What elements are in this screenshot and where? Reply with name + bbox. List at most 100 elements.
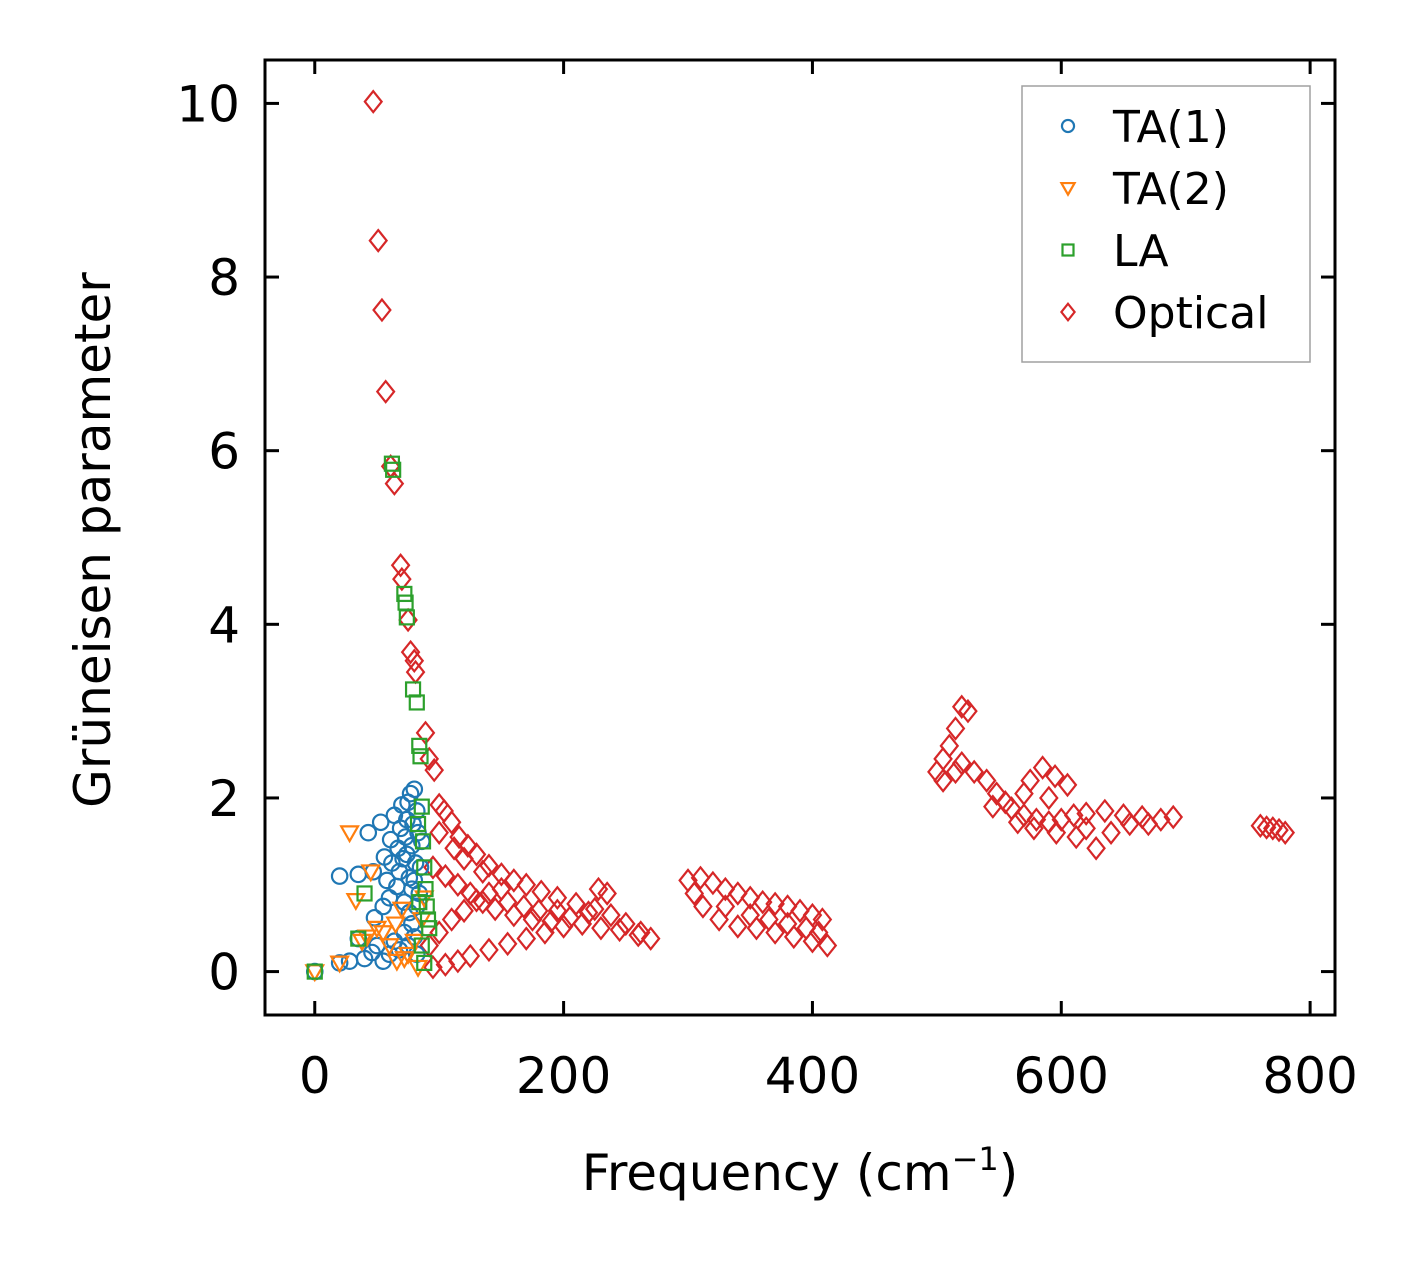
data-point (727, 881, 748, 906)
data-point (329, 955, 350, 974)
data-point (391, 819, 410, 838)
data-point (409, 815, 427, 833)
series-ta-2 (304, 825, 435, 983)
data-point (396, 585, 413, 603)
data-point (360, 864, 382, 883)
data-point (405, 871, 424, 890)
data-point (715, 876, 736, 902)
data-point (411, 894, 428, 911)
y-tick-label: 0 (208, 944, 240, 1002)
legend-label: LA (1113, 226, 1169, 277)
data-point (1250, 813, 1271, 838)
data-point (504, 902, 524, 928)
data-point (640, 926, 661, 951)
data-point (454, 898, 474, 924)
data-point (479, 937, 499, 963)
data-point (497, 931, 518, 957)
legend-marker (1060, 118, 1076, 134)
data-point (371, 813, 390, 832)
data-point (412, 748, 429, 765)
x-axis-label: Frequency (cm−1) (582, 1140, 1019, 1202)
data-point (414, 833, 432, 850)
data-point (398, 845, 416, 864)
series-la (306, 455, 438, 980)
data-point (379, 938, 400, 957)
data-point (444, 836, 464, 861)
data-point (547, 885, 568, 911)
data-point (584, 896, 605, 922)
data-point (419, 911, 437, 928)
data-point (405, 780, 424, 799)
data-point (384, 471, 405, 496)
y-tick-label: 10 (176, 75, 240, 133)
legend-label: TA(2) (1112, 164, 1229, 215)
data-point (790, 898, 810, 924)
data-point (1256, 815, 1277, 840)
data-point (390, 862, 409, 881)
y-tick-label: 6 (208, 423, 240, 481)
data-point (709, 907, 729, 932)
data-point (330, 867, 349, 885)
legend-item: LA (1061, 226, 1169, 277)
data-point (1076, 816, 1096, 841)
data-point (528, 898, 549, 924)
data-point (1262, 816, 1283, 841)
data-point (457, 833, 478, 858)
legend-label: TA(1) (1112, 102, 1229, 153)
data-point (429, 792, 449, 818)
legend-item: TA(1) (1060, 102, 1229, 153)
data-point (1269, 817, 1289, 843)
data-point (777, 911, 798, 937)
y-tick-label: 2 (208, 770, 240, 828)
data-point (460, 943, 481, 969)
data-point (541, 908, 561, 934)
data-point (976, 768, 997, 793)
x-tick-label: 800 (1262, 1047, 1357, 1105)
data-point (385, 916, 406, 935)
data-point (429, 820, 449, 845)
data-point (1024, 816, 1044, 841)
data-point (411, 737, 428, 754)
x-tick-label: 0 (299, 1047, 331, 1105)
data-point (472, 889, 493, 915)
data-point (306, 963, 323, 980)
data-point (703, 870, 723, 896)
data-point (454, 846, 474, 871)
data-point (435, 952, 456, 977)
data-point (396, 828, 415, 846)
data-point (400, 639, 421, 665)
data-point (449, 824, 469, 850)
data-point (690, 865, 711, 891)
data-point (401, 784, 420, 803)
data-point (765, 891, 785, 917)
data-point (983, 794, 1003, 819)
data-point (350, 930, 367, 947)
legend-marker (1061, 243, 1075, 257)
data-point (416, 859, 433, 876)
data-point (1045, 763, 1065, 789)
data-point (1132, 804, 1152, 830)
data-point (1007, 810, 1028, 835)
data-point (516, 926, 537, 951)
data-point (1020, 768, 1040, 793)
data-point (372, 925, 394, 944)
data-point (413, 937, 430, 954)
data-point (372, 297, 392, 323)
data-point (390, 553, 411, 578)
data-point (1032, 755, 1053, 780)
data-point (485, 896, 505, 922)
data-point (578, 900, 599, 925)
data-point (609, 917, 630, 943)
data-point (588, 876, 609, 902)
data-point (497, 889, 518, 915)
data-point (421, 920, 438, 937)
legend-marker (1059, 181, 1077, 197)
data-point (939, 733, 960, 759)
data-point (628, 922, 649, 948)
x-tick-label: 600 (1014, 1047, 1109, 1105)
data-point (419, 746, 440, 772)
data-point (356, 929, 378, 948)
data-point (759, 907, 779, 932)
data-point (740, 902, 761, 928)
